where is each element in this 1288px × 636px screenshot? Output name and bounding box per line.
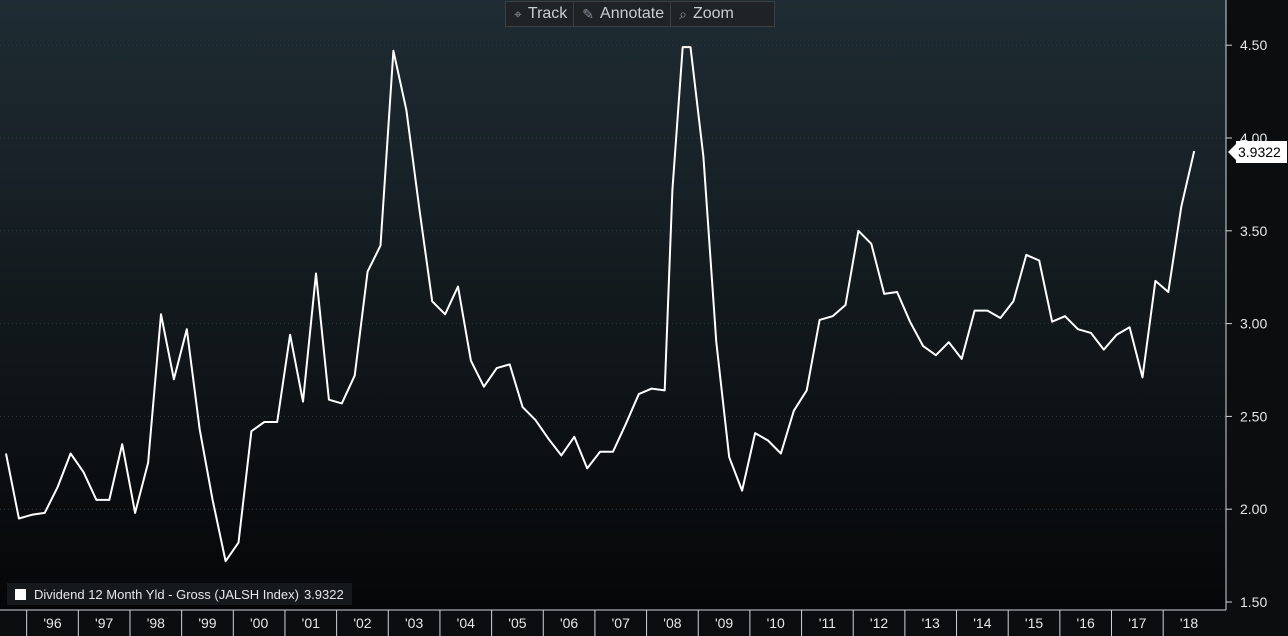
x-tick-label: '16 [1077,615,1095,631]
x-tick-label: '12 [870,615,888,631]
x-tick-label: '17 [1128,615,1146,631]
x-tick-label: '96 [43,615,61,631]
legend-swatch [15,588,26,600]
x-tick-label: '10 [767,615,785,631]
plot-background [0,0,1226,610]
x-tick-label: '15 [1025,615,1043,631]
x-tick-label: '04 [457,615,475,631]
grid-lines [0,44,1226,510]
y-tick-label: 3.50 [1240,223,1267,239]
x-axis: '96 '97 '98 '99 '00 '01 '02 '03 '04 '05 '06 '07 '08 '… [0,609,1226,636]
zoom-label: Zoom [692,5,734,22]
x-tick-label: '03 [405,615,423,631]
y-tick-label: 4.50 [1240,37,1267,53]
legend-series-name: Dividend 12 Month Yld - Gross (JALSH Ind… [34,586,299,602]
annotate-label: Annotate [600,5,665,22]
x-tick-label: '99 [198,615,216,631]
track-label: Track [527,5,568,22]
x-tick-label: '98 [147,615,165,631]
track-button[interactable]: ⌖ Track [506,2,573,26]
crosshair-icon: ⌖ [514,5,522,22]
chart-legend[interactable]: Dividend 12 Month Yld - Gross (JALSH Ind… [7,583,352,605]
legend-last-value: 3.9322 [303,586,344,602]
y-tick-label: 2.50 [1240,408,1267,424]
x-tick-label: '09 [715,615,733,631]
zoom-button[interactable]: ⌕ Zoom [670,2,740,26]
y-tick-label: 1.50 [1240,594,1267,610]
last-value-badge: 3.9322 [1236,141,1287,163]
x-tick-label: '11 [819,615,836,631]
x-tick-label: '05 [508,615,526,631]
chart-toolbar: ⌖ Track ✎ Annotate ⌕ Zoom [505,1,775,27]
y-axis: 4.504.003.503.002.502.001.50 [1225,0,1267,610]
y-tick-label: 2.00 [1240,501,1267,517]
x-tick-label: '18 [1180,615,1198,631]
magnifier-icon: ⌕ [679,5,687,22]
x-tick-label: '97 [95,615,113,631]
x-tick-label: '00 [250,615,268,631]
x-tick-label: '06 [560,615,578,631]
x-tick-label: '02 [353,615,371,631]
series-group [5,46,1196,563]
annotate-button[interactable]: ✎ Annotate [573,2,670,26]
x-tick-label: '01 [302,615,320,631]
x-tick-label: '13 [922,615,940,631]
x-tick-label: '14 [973,615,991,631]
y-tick-label: 3.00 [1240,316,1267,332]
x-tick-label: '08 [663,615,681,631]
x-tick-label: '07 [612,615,630,631]
series-line[interactable] [5,46,1196,563]
last-value-pointer [1228,143,1237,161]
pencil-icon: ✎ [582,5,595,22]
